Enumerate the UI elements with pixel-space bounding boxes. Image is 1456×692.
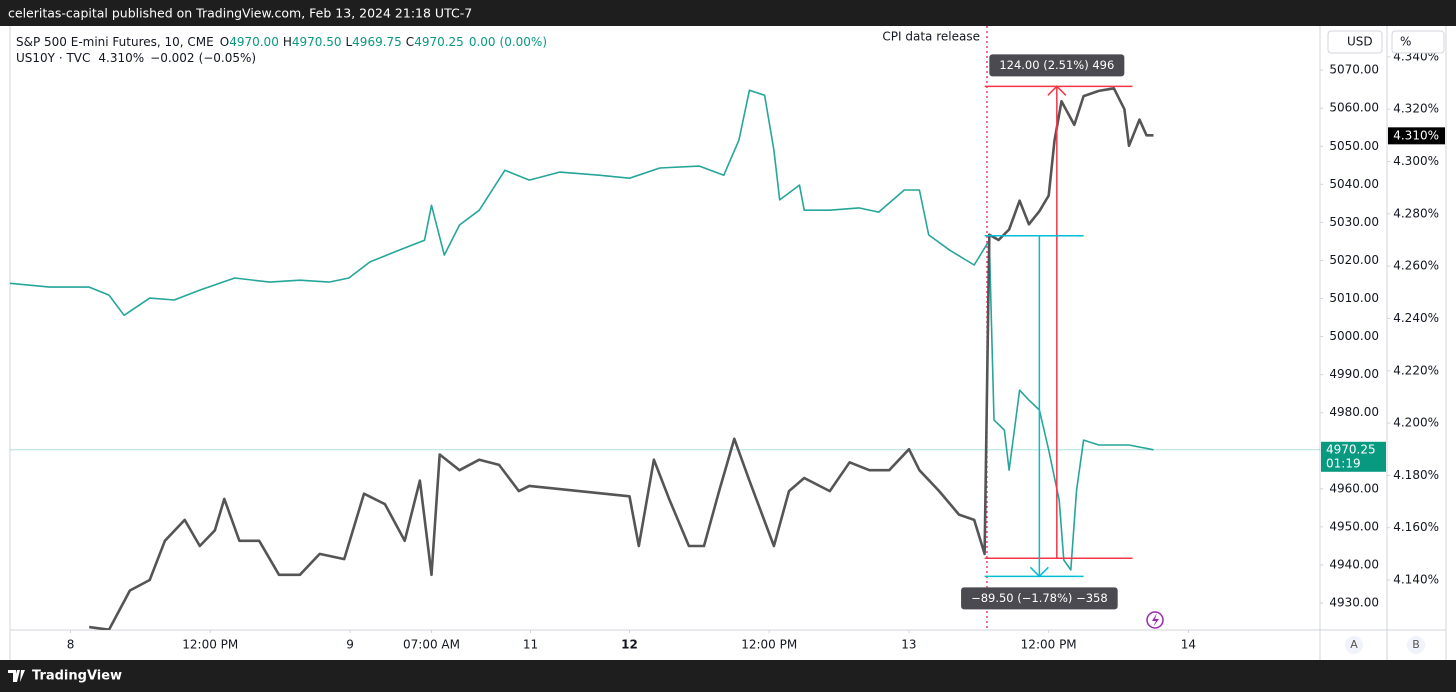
brand-logo bbox=[8, 670, 25, 682]
y-tick-label: 4980.00 bbox=[1329, 405, 1379, 419]
x-tick-label: 14 bbox=[1181, 638, 1196, 652]
x-tick-label: 07:00 AM bbox=[403, 638, 460, 652]
last-price-box bbox=[1321, 441, 1386, 472]
y-tick-label: 5010.00 bbox=[1329, 291, 1379, 305]
legend-stat-value: 4969.75 bbox=[352, 35, 402, 49]
x-tick-label: 11 bbox=[523, 638, 538, 652]
footer-bar bbox=[0, 660, 1456, 692]
measure-label: 124.00 (2.51%) 496 bbox=[999, 58, 1114, 72]
legend-stat-value: 4970.50 bbox=[292, 35, 342, 49]
last-price-label: 4970.25 bbox=[1326, 442, 1376, 456]
y2-tick-label: 4.300% bbox=[1393, 154, 1439, 168]
unit-label[interactable]: % bbox=[1400, 35, 1411, 49]
measure-label: −89.50 (−1.78%) −358 bbox=[971, 591, 1108, 605]
scale-button[interactable] bbox=[1345, 636, 1363, 654]
legend-change: 0.00 bbox=[469, 35, 496, 49]
y2-tick-label: 4.220% bbox=[1393, 363, 1439, 377]
y-tick-label: 5030.00 bbox=[1329, 215, 1379, 229]
legend-change-pct: (−0.05%) bbox=[199, 51, 257, 65]
scale-label[interactable]: A bbox=[1350, 638, 1358, 651]
y-tick-label: 4950.00 bbox=[1329, 519, 1379, 533]
legend-line: S&P 500 E-mini Futures, 10, CME O4970.00 H… bbox=[16, 35, 547, 49]
y-tick-label: 5020.00 bbox=[1329, 253, 1379, 267]
x-tick-label: 12:00 PM bbox=[741, 638, 797, 652]
series-line bbox=[10, 89, 1154, 571]
y-tick-label: 5050.00 bbox=[1329, 139, 1379, 153]
legend-name: S&P 500 E-mini Futures, 10, CME bbox=[16, 35, 214, 49]
y-tick-label: 4940.00 bbox=[1329, 557, 1379, 571]
legend-stat-key: C bbox=[406, 35, 414, 49]
y-tick-label: 4960.00 bbox=[1329, 481, 1379, 495]
y-tick-label: 5040.00 bbox=[1329, 177, 1379, 191]
scale-button[interactable] bbox=[1407, 636, 1425, 654]
header-bar bbox=[0, 0, 1456, 26]
y2-tick-label: 4.320% bbox=[1393, 102, 1439, 116]
last-yield-label: 4.310% bbox=[1393, 128, 1439, 142]
legend-stat-value: 4970.00 bbox=[229, 35, 279, 49]
y2-tick-label: 4.280% bbox=[1393, 206, 1439, 220]
measure-label-box bbox=[989, 54, 1125, 77]
y-tick-label: 5000.00 bbox=[1329, 329, 1379, 343]
brand-name: TradingView bbox=[32, 669, 122, 684]
legend-stat-value: 4970.25 bbox=[414, 35, 464, 49]
x-tick-label: 8 bbox=[67, 638, 75, 652]
x-tick-label: 13 bbox=[901, 638, 916, 652]
legend-stat-key: O bbox=[220, 35, 229, 49]
x-tick-label: 12:00 PM bbox=[1021, 638, 1077, 652]
x-tick-label: 12 bbox=[621, 638, 638, 652]
last-yield-box bbox=[1388, 127, 1445, 145]
y2-tick-label: 4.200% bbox=[1393, 416, 1439, 430]
y-tick-label: 5070.00 bbox=[1329, 63, 1379, 77]
legend-last: 4.310% bbox=[98, 51, 144, 65]
currency-button[interactable] bbox=[1327, 30, 1383, 54]
measure-label-box bbox=[961, 587, 1118, 610]
axes: 4930.00 4940.00 4950.00 4960.00 4970.00 4980.… bbox=[67, 30, 1445, 652]
header-text: celeritas-capital published on TradingVi… bbox=[8, 6, 472, 21]
y-tick-label: 5060.00 bbox=[1329, 101, 1379, 115]
y2-tick-label: 4.180% bbox=[1393, 468, 1439, 482]
series-line bbox=[89, 87, 1154, 630]
event-bolt bbox=[1152, 613, 1159, 627]
y-tick-label: 4990.00 bbox=[1329, 367, 1379, 381]
y2-tick-label: 4.160% bbox=[1393, 520, 1439, 534]
scale-label[interactable]: B bbox=[1412, 638, 1420, 651]
y2-tick-label: 4.260% bbox=[1393, 259, 1439, 273]
event-label: CPI data release bbox=[882, 30, 980, 44]
plot bbox=[10, 26, 1320, 630]
legend-line: US10Y · TVC 4.310% −0.002 (−0.05%) bbox=[16, 51, 256, 65]
legend-change-pct: (0.00%) bbox=[500, 35, 547, 49]
y2-tick-label: 4.140% bbox=[1393, 573, 1439, 587]
legend-change: −0.002 bbox=[150, 51, 194, 65]
measure-arrowhead bbox=[1047, 85, 1067, 96]
legend-name: US10Y · TVC bbox=[16, 51, 90, 65]
x-tick-label: 12:00 PM bbox=[182, 638, 238, 652]
unit-button[interactable] bbox=[1391, 30, 1445, 54]
currency-label[interactable]: USD bbox=[1347, 35, 1373, 49]
x-tick-label: 9 bbox=[346, 638, 354, 652]
countdown-label: 01:19 bbox=[1326, 456, 1361, 470]
legend-stat-key: L bbox=[345, 35, 352, 49]
y-tick-label: 4930.00 bbox=[1329, 595, 1379, 609]
measure-arrowhead bbox=[1029, 566, 1049, 578]
y2-tick-label: 4.240% bbox=[1393, 311, 1439, 325]
events-icon[interactable] bbox=[1146, 611, 1164, 629]
legend-stat-key: H bbox=[283, 35, 292, 49]
